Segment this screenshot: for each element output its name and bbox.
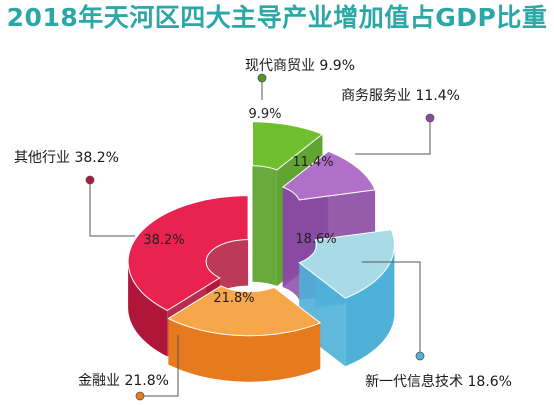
leader-line-4 <box>89 180 135 237</box>
slice-label-1: 商务服务业 11.4% <box>341 88 460 104</box>
slice-pct-label-1: 11.4% <box>292 155 333 170</box>
leader-line-3 <box>140 335 179 397</box>
leader-dot-4 <box>85 175 95 185</box>
slice-pct-label-3: 21.8% <box>213 291 254 306</box>
slice-2 <box>298 229 395 367</box>
slice-pct-label-2: 18.6% <box>295 232 336 247</box>
slice-label-2: 新一代信息技术 18.6% <box>365 373 512 390</box>
leader-line-1 <box>355 118 431 155</box>
leader-dot-2 <box>415 351 425 361</box>
slice-label-0: 现代商贸业 9.9% <box>245 58 355 74</box>
leader-line-2 <box>362 261 421 356</box>
leader-dot-0 <box>257 73 267 83</box>
chart-title: 2018年天河区四大主导产业增加值占GDP比重 <box>6 3 548 32</box>
slice-pct-label-4: 38.2% <box>143 233 184 248</box>
leader-dot-3 <box>135 391 145 401</box>
slice-label-4: 其他行业 38.2% <box>14 150 119 166</box>
slice-pct-label-0: 9.9% <box>248 107 281 122</box>
leader-dot-1 <box>425 113 435 123</box>
slice-3 <box>167 285 322 382</box>
slice-label-3: 金融业 21.8% <box>78 373 169 389</box>
